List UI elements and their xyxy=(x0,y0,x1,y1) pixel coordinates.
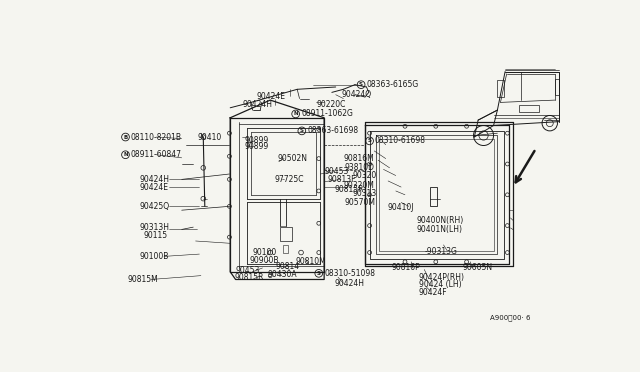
Text: 97725C: 97725C xyxy=(274,175,303,184)
Text: 90430A: 90430A xyxy=(268,270,298,279)
Text: 90115: 90115 xyxy=(143,231,167,240)
Text: 08310-51098: 08310-51098 xyxy=(324,269,375,278)
Text: 90816P: 90816P xyxy=(392,263,420,272)
Text: 90815R: 90815R xyxy=(334,185,364,194)
Text: 90424H: 90424H xyxy=(243,100,273,109)
Text: S: S xyxy=(359,82,363,87)
Text: 90424Q: 90424Q xyxy=(342,90,372,99)
Text: 90100: 90100 xyxy=(253,248,276,257)
Text: 08310-61698: 08310-61698 xyxy=(375,137,426,145)
Text: 90401N(LH): 90401N(LH) xyxy=(417,225,463,234)
Text: 90815R: 90815R xyxy=(234,273,264,282)
Text: 90313H: 90313H xyxy=(140,224,170,232)
Text: 90899: 90899 xyxy=(245,137,269,145)
Text: 90899: 90899 xyxy=(245,142,269,151)
Text: S: S xyxy=(367,138,372,143)
Text: N: N xyxy=(293,112,298,116)
Text: N: N xyxy=(123,152,128,157)
Text: 90424P(RH): 90424P(RH) xyxy=(419,273,465,282)
Bar xyxy=(555,79,559,95)
Text: -90313G: -90313G xyxy=(424,247,457,256)
Text: 90815M: 90815M xyxy=(128,275,159,284)
Bar xyxy=(429,187,437,206)
Text: 08363-61698: 08363-61698 xyxy=(307,126,358,135)
Text: 90814: 90814 xyxy=(276,262,300,271)
Text: 90453: 90453 xyxy=(236,266,260,275)
Text: 90453: 90453 xyxy=(324,167,349,176)
Text: 93810D: 93810D xyxy=(344,163,374,172)
Text: S: S xyxy=(300,128,304,134)
Text: S: S xyxy=(317,271,321,276)
Bar xyxy=(519,105,539,112)
Bar xyxy=(497,80,504,97)
Text: A900〆00· 6: A900〆00· 6 xyxy=(490,315,530,321)
Text: 90424H: 90424H xyxy=(140,175,170,184)
Text: 90100B: 90100B xyxy=(140,252,169,261)
Text: 90813F: 90813F xyxy=(328,175,356,184)
Text: 90900B: 90900B xyxy=(250,256,279,265)
Text: 90502N: 90502N xyxy=(278,154,308,163)
Text: 90570M: 90570M xyxy=(345,198,376,207)
Bar xyxy=(280,227,292,241)
Text: 90425Q: 90425Q xyxy=(140,202,170,211)
Bar xyxy=(284,245,288,253)
Text: 90320M: 90320M xyxy=(343,181,374,190)
Text: 08110-8201B: 08110-8201B xyxy=(131,132,182,141)
Text: 90424F: 90424F xyxy=(419,288,447,297)
Text: 90410: 90410 xyxy=(198,132,221,141)
Text: 90220C: 90220C xyxy=(316,100,346,109)
Text: 90313: 90313 xyxy=(352,189,376,198)
Text: 90400N(RH): 90400N(RH) xyxy=(417,216,464,225)
Text: 90605N: 90605N xyxy=(463,263,493,272)
Text: 08363-6165G: 08363-6165G xyxy=(367,80,419,89)
Text: 90410J: 90410J xyxy=(388,203,414,212)
Text: 08911-60847: 08911-60847 xyxy=(131,150,182,159)
Text: 90320: 90320 xyxy=(352,171,376,180)
Text: B: B xyxy=(124,135,127,140)
Text: 90810M: 90810M xyxy=(296,257,326,266)
Text: 90424E: 90424E xyxy=(257,92,285,101)
Text: 90816M: 90816M xyxy=(344,154,374,163)
Text: 08911-1062G: 08911-1062G xyxy=(301,109,353,118)
Text: 90424 (LH): 90424 (LH) xyxy=(419,280,461,289)
Text: 90424E: 90424E xyxy=(140,183,168,192)
Text: 90424H: 90424H xyxy=(334,279,364,288)
